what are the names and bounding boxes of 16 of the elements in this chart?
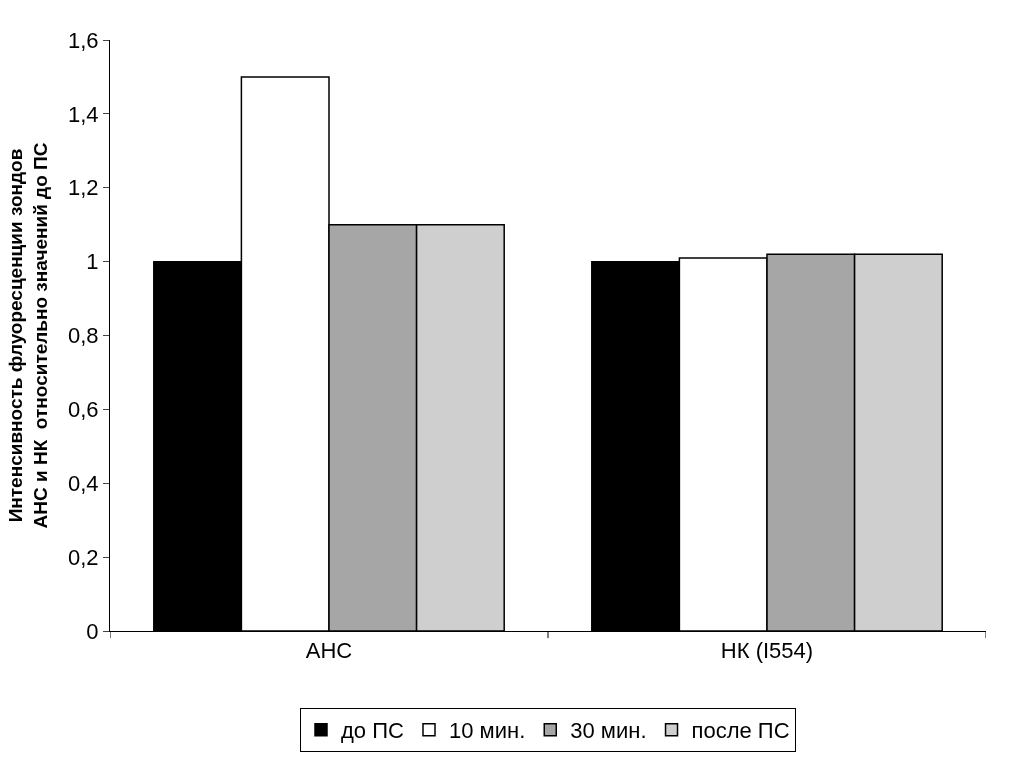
y-tick-label: 0,8 [68, 323, 99, 349]
y-tick-label: 1,2 [68, 175, 99, 201]
legend-label: 30 мин. [570, 718, 647, 744]
y-tick-label: 1 [86, 249, 99, 275]
y-axis-title: Интенсивность флуоресценции зондов АНС и НК относительно значений до ПС [5, 142, 51, 529]
y-tick-label: 0,6 [68, 397, 99, 423]
legend-label: 10 мин. [449, 718, 526, 744]
y-tick-label: 1,6 [68, 27, 99, 53]
x-tick-label: АНС [305, 638, 353, 664]
legend-label: до ПС [341, 718, 404, 744]
y-tick-label: 0,2 [68, 544, 99, 570]
legend-label: после ПС [691, 718, 790, 744]
y-tick-label: 0 [86, 618, 99, 644]
x-tick-label: НК (I554) [720, 638, 814, 664]
y-tick-label: 0,4 [68, 470, 99, 496]
y-tick-label: 1,4 [68, 101, 99, 127]
